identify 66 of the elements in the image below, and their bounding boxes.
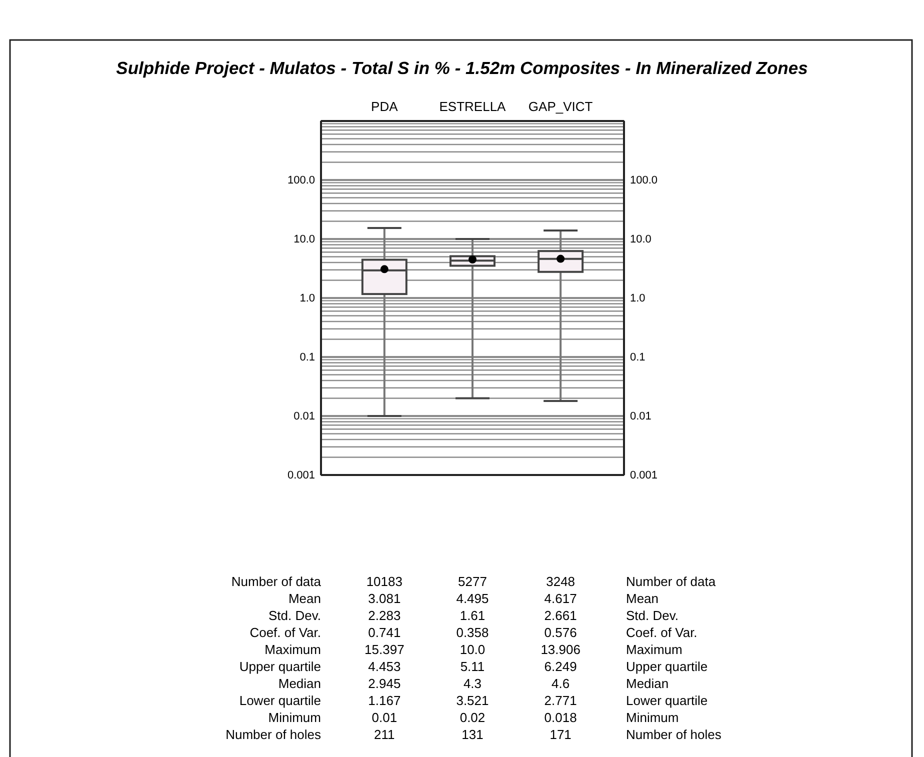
category-label: Number of holes — [626, 727, 722, 742]
y-tick-label: 10.0 — [294, 234, 315, 246]
category-label: Std. Dev. — [626, 608, 679, 623]
data-label: 171 — [550, 727, 572, 742]
data-label: 2.283 — [368, 608, 401, 623]
data-label: 2.771 — [544, 693, 577, 708]
data-label: 10183 — [366, 574, 402, 589]
data-label: 10.0 — [460, 642, 486, 657]
data-label: 0.358 — [456, 625, 489, 640]
y-tick-label: 1.0 — [300, 292, 315, 305]
data-label: 0.01 — [372, 710, 398, 725]
text: 1.0 — [630, 292, 646, 305]
category-label: Mean — [626, 591, 659, 606]
data-label: 5277 — [458, 574, 487, 589]
category-label: Coef. of Var. — [250, 625, 321, 640]
y-tick-label: 0.01 — [294, 410, 315, 423]
data-label: 15.397 — [364, 642, 404, 657]
data-label: 0.018 — [544, 710, 577, 725]
data-label: 131 — [462, 727, 484, 742]
x-tick-label: PDA — [371, 99, 398, 114]
category-label: Coef. of Var. — [626, 625, 698, 640]
data-label: 0.576 — [544, 625, 577, 640]
data-label: 13.906 — [540, 642, 580, 657]
category-label: Upper quartile — [626, 659, 708, 674]
data-label: 3.081 — [368, 591, 401, 606]
data-label: 2.661 — [544, 608, 577, 623]
data-label: 0.741 — [368, 625, 401, 640]
text: 10.0 — [630, 234, 652, 246]
category-label: Number of holes — [226, 727, 322, 742]
category-label: Median — [626, 676, 669, 691]
category-label: Maximum — [264, 642, 321, 657]
data-label: 6.249 — [544, 659, 577, 674]
x-tick-label: ESTRELLA — [439, 99, 506, 114]
y-tick-label: 0.001 — [287, 470, 315, 482]
data-label: 5.11 — [460, 659, 485, 674]
data-label: 2.945 — [368, 676, 401, 691]
y-tick-label: 100.0 — [287, 174, 315, 187]
chart-title: Sulphide Project - Mulatos - Total S in % - 1.52m Composites - In Mineralized Zones — [116, 58, 808, 78]
data-label: 3248 — [546, 574, 576, 589]
data-label: 1.61 — [460, 608, 486, 623]
category-label: Lower quartile — [239, 693, 321, 708]
data-label: 0.02 — [460, 710, 486, 725]
category-label: Lower quartile — [626, 693, 708, 708]
text: 0.001 — [630, 470, 658, 482]
x-tick-label: GAP_VICT — [528, 99, 593, 114]
category-label: Minimum — [626, 710, 679, 725]
category-label: Median — [278, 676, 321, 691]
category-label: Minimum — [268, 710, 321, 725]
text: 0.1 — [630, 352, 646, 364]
data-label: 4.6 — [552, 676, 570, 691]
data-label: 4.453 — [368, 659, 401, 674]
data-label: 4.3 — [463, 676, 482, 691]
data-label: 1.167 — [368, 693, 401, 708]
y-tick-label: 0.1 — [300, 352, 315, 364]
text: 0.01 — [630, 410, 652, 423]
data-label: 3.521 — [456, 693, 489, 708]
category-label: Upper quartile — [239, 659, 321, 674]
category-label: Std. Dev. — [268, 608, 321, 623]
category-label: Mean — [288, 591, 321, 606]
category-label: Maximum — [626, 642, 682, 657]
data-label: 4.495 — [456, 591, 489, 606]
text: 100.0 — [630, 174, 658, 187]
data-label: 4.617 — [544, 591, 577, 606]
data-label: 211 — [374, 727, 395, 742]
category-label: Number of data — [231, 574, 322, 589]
category-label: Number of data — [626, 574, 716, 589]
